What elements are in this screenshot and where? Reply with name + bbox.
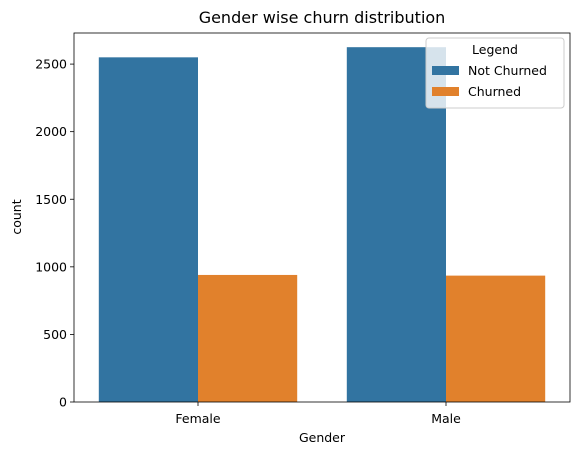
plot-frame — [73, 32, 571, 403]
y-tick-label: 2000 — [35, 124, 67, 139]
x-axis-label: Gender — [299, 430, 346, 445]
legend: Legend Not Churned Churned — [425, 37, 565, 109]
legend-box — [425, 37, 565, 109]
x-tick-label-male: Male — [431, 411, 461, 426]
legend-swatch-not-churned — [432, 66, 459, 75]
y-axis-label: count — [9, 199, 24, 234]
y-tick-label: 0 — [59, 395, 67, 410]
bars-group — [98, 47, 546, 402]
y-tick-label: 2500 — [35, 57, 67, 72]
legend-label-churned: Churned — [468, 84, 521, 99]
x-axis-ticks: Female Male — [175, 402, 461, 426]
y-tick-label: 1000 — [35, 259, 67, 274]
legend-label-not-churned: Not Churned — [468, 63, 547, 78]
bar-churned-female — [198, 274, 298, 402]
legend-swatch-churned — [432, 87, 459, 96]
x-tick-label-female: Female — [175, 411, 221, 426]
y-axis-ticks: 0 500 1000 1500 2000 2500 — [35, 57, 74, 410]
y-tick-label: 1500 — [35, 192, 67, 207]
y-tick-label: 500 — [43, 327, 67, 342]
legend-title: Legend — [472, 42, 518, 57]
bar-churned-male — [446, 275, 546, 402]
bar-not-churned-female — [98, 57, 198, 402]
chart-title: Gender wise churn distribution — [199, 8, 446, 27]
